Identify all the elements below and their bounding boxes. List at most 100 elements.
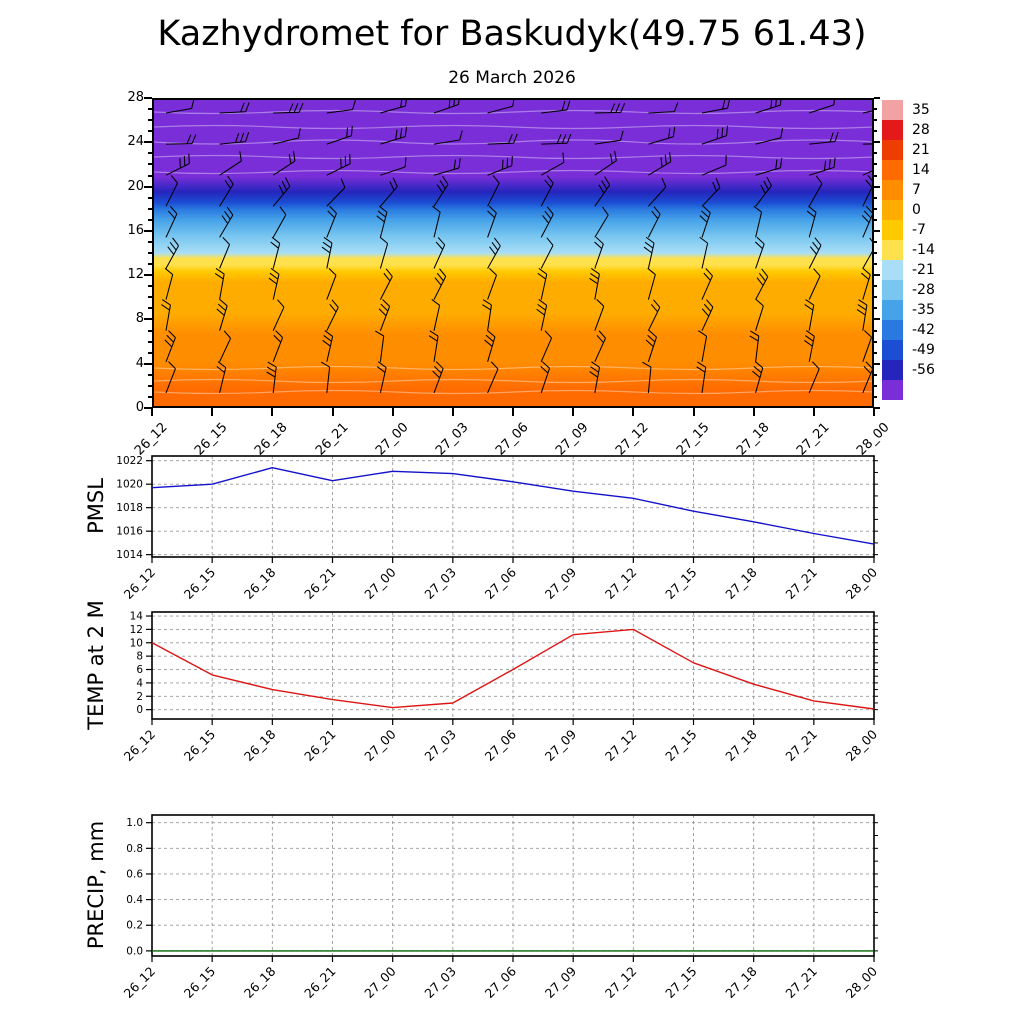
wind-barb xyxy=(272,330,284,362)
x-tick-label: 27_03 xyxy=(421,727,459,765)
wind-barb xyxy=(379,236,389,269)
pmsl-line xyxy=(151,467,875,545)
wind-barb xyxy=(540,330,553,363)
y-tick-label: 4 xyxy=(136,677,143,689)
wind-barb xyxy=(165,100,195,114)
wind-barb xyxy=(541,133,572,145)
wind-barb xyxy=(752,361,764,394)
x-tick-label: 26_18 xyxy=(241,963,279,1001)
wind-barb xyxy=(856,299,868,331)
wind-barb xyxy=(219,151,242,176)
x-tick-label: 27_15 xyxy=(662,565,700,603)
wind-barb xyxy=(487,155,513,176)
x-tick-label: 26_18 xyxy=(241,564,279,602)
x-tick-label: 27_00 xyxy=(361,726,399,764)
wind-barb xyxy=(165,206,178,238)
wind-barb xyxy=(701,268,713,300)
wind-barb xyxy=(806,205,817,238)
x-tick-label: 26_12 xyxy=(121,964,159,1002)
wind-barb xyxy=(376,205,388,238)
x-tick-label: 27_12 xyxy=(602,727,640,765)
page-title: Kazhydromet for Baskudyk(49.75 61.43) xyxy=(157,14,867,54)
wind-barb xyxy=(699,205,711,238)
x-tick-label: 27_18 xyxy=(722,963,760,1001)
wind-barb xyxy=(326,125,353,145)
wind-barb xyxy=(589,361,601,393)
temp-axis-title: TEMP at 2 M xyxy=(84,600,108,730)
wind-barb xyxy=(433,268,447,300)
x-tick-label: 26_18 xyxy=(241,726,279,764)
contour-streak xyxy=(154,378,872,384)
x-tick-label: 27_21 xyxy=(782,727,820,765)
colorbar-label: 35 xyxy=(912,102,930,118)
x-tick-label: 27_00 xyxy=(361,564,399,602)
colorbar-label: 14 xyxy=(912,162,930,178)
wind-barb xyxy=(699,236,709,269)
wind-barb xyxy=(645,330,657,362)
y-tick-label: 0.8 xyxy=(126,843,143,855)
contour-streak xyxy=(154,124,872,130)
x-tick-label: 27_12 xyxy=(602,565,640,603)
x-tick-label: 28_00 xyxy=(843,726,881,764)
y-tick-label: 0.2 xyxy=(126,920,143,932)
wind-barb xyxy=(755,176,772,207)
wind-barb xyxy=(862,361,872,394)
wind-barb xyxy=(594,103,626,114)
wind-barb xyxy=(219,330,232,363)
wind-barb xyxy=(861,205,872,238)
wind-barb xyxy=(273,128,301,145)
wind-barb xyxy=(165,237,179,269)
colorbar-label: -21 xyxy=(912,262,935,278)
wind-barb xyxy=(753,205,763,238)
x-tick-label: 27_09 xyxy=(542,564,580,602)
wind-barb xyxy=(701,100,731,114)
wind-barb xyxy=(862,107,872,114)
wind-barb xyxy=(862,175,872,207)
x-tick-label: 27_18 xyxy=(722,726,760,764)
wind-barb xyxy=(433,130,463,145)
wind-barb xyxy=(647,206,661,238)
wind-barb xyxy=(431,299,441,331)
wind-barb xyxy=(433,158,461,176)
x-tick-label: 27_03 xyxy=(421,964,459,1002)
wind-barb xyxy=(164,267,174,300)
precip-axis-title: PRECIP, mm xyxy=(84,820,108,950)
wind-barb xyxy=(380,100,408,114)
wind-barb xyxy=(431,205,441,238)
wind-barb xyxy=(862,163,872,176)
wind-barb xyxy=(482,299,492,331)
wind-barb xyxy=(487,205,497,238)
temperature-colorbar xyxy=(882,100,903,400)
wind-barb xyxy=(647,267,656,300)
y-tick-label: 1016 xyxy=(116,526,143,538)
x-tick-label: 26_21 xyxy=(301,964,339,1002)
y-tick-label: 0.4 xyxy=(126,894,143,906)
wind-barb xyxy=(540,206,554,238)
colorbar-segment xyxy=(882,360,903,380)
wind-barb xyxy=(808,237,822,269)
wind-barbs-overlay xyxy=(154,100,872,395)
contour-streak xyxy=(154,169,872,175)
wind-barb xyxy=(862,143,872,145)
x-tick-label: 27_06 xyxy=(482,963,520,1001)
x-tick-label: 27_18 xyxy=(722,564,760,602)
wind-barb xyxy=(320,361,331,393)
wind-barb xyxy=(701,299,714,331)
wind-barb xyxy=(540,175,554,207)
wind-barb xyxy=(379,268,393,300)
wind-barb xyxy=(326,178,346,207)
wind-barb xyxy=(809,131,839,145)
wind-barb xyxy=(165,134,197,145)
wind-barb xyxy=(648,152,672,176)
wind-barb xyxy=(862,330,872,362)
x-tick-label: 27_03 xyxy=(421,565,459,603)
y-tick-label: 1020 xyxy=(116,479,143,491)
wind-barb xyxy=(219,206,234,238)
x-tick-label: 27_09 xyxy=(542,963,580,1001)
contour-streak xyxy=(154,154,872,160)
wind-barb xyxy=(376,361,387,394)
y-tick-label: 6 xyxy=(136,664,143,676)
y-tick-label: 1014 xyxy=(116,549,143,561)
wind-barb xyxy=(540,237,554,269)
colorbar-label: -49 xyxy=(912,342,935,358)
